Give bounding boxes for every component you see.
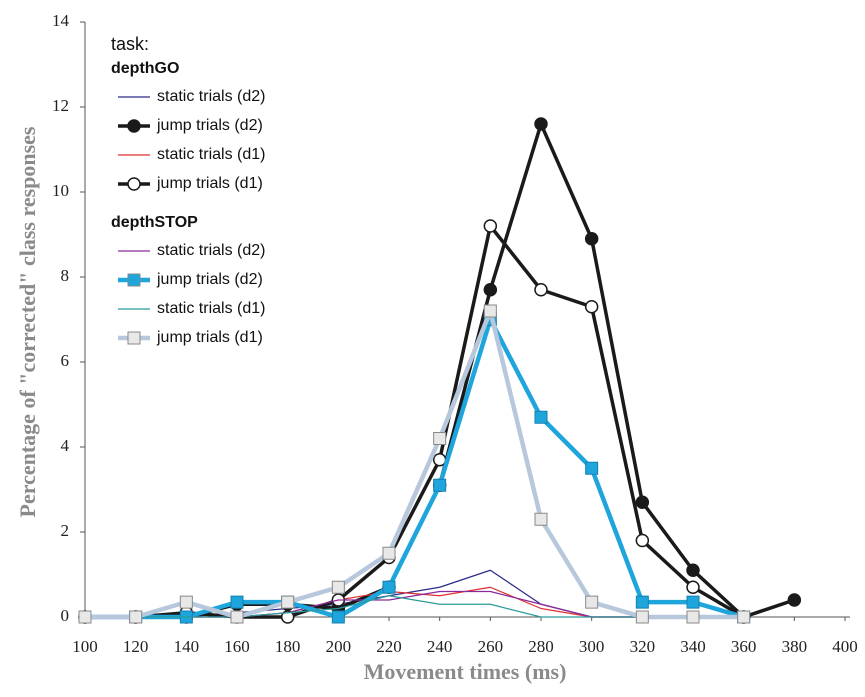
point bbox=[534, 117, 548, 131]
point bbox=[78, 610, 92, 624]
series bbox=[78, 304, 751, 624]
series-line bbox=[85, 122, 795, 619]
point bbox=[584, 232, 599, 246]
point bbox=[382, 546, 396, 560]
legend-label: static trials (d1) bbox=[157, 146, 265, 163]
point bbox=[534, 512, 548, 526]
y-tick-label: 14 bbox=[52, 11, 70, 30]
x-tick-label: 260 bbox=[478, 637, 504, 656]
legend-marker bbox=[127, 331, 141, 345]
y-tick-label: 8 bbox=[61, 266, 70, 285]
point bbox=[230, 610, 244, 624]
legend-marker bbox=[127, 119, 141, 133]
series-line bbox=[85, 317, 745, 620]
legend-label: jump trials (d2) bbox=[156, 271, 263, 288]
y-tick-label: 12 bbox=[52, 96, 69, 115]
y-axis-label: Percentage of "corrected" class response… bbox=[15, 126, 40, 517]
point bbox=[382, 580, 396, 594]
legend-label: static trials (d1) bbox=[157, 300, 265, 317]
point bbox=[686, 595, 700, 609]
series-line bbox=[85, 308, 744, 620]
y-tick-label: 6 bbox=[61, 351, 70, 370]
point bbox=[483, 219, 498, 233]
y-tick-label: 2 bbox=[61, 521, 70, 540]
point bbox=[433, 432, 447, 445]
legend-title: task: bbox=[111, 34, 149, 54]
legend-marker bbox=[127, 177, 141, 191]
x-tick-label: 380 bbox=[782, 637, 808, 656]
point bbox=[483, 304, 497, 318]
point bbox=[534, 283, 548, 297]
legend-label: static trials (d2) bbox=[157, 242, 265, 259]
y-tick-label: 0 bbox=[61, 606, 70, 625]
point bbox=[737, 610, 751, 624]
point bbox=[280, 610, 295, 624]
legend-group: depthGO bbox=[111, 60, 179, 77]
x-tick-label: 240 bbox=[427, 637, 453, 656]
point bbox=[585, 595, 599, 609]
point bbox=[686, 610, 700, 624]
x-tick-label: 100 bbox=[72, 637, 98, 656]
legend-label: jump trials (d1) bbox=[156, 329, 263, 346]
point bbox=[281, 595, 295, 609]
legend-marker bbox=[127, 273, 141, 287]
x-tick-label: 280 bbox=[528, 637, 554, 656]
legend-label: jump trials (d2) bbox=[156, 117, 263, 134]
series bbox=[78, 117, 802, 624]
point bbox=[686, 563, 700, 577]
point bbox=[635, 495, 650, 509]
series bbox=[85, 595, 744, 618]
legend-label: static trials (d2) bbox=[157, 88, 265, 105]
x-tick-label: 140 bbox=[174, 637, 200, 656]
point bbox=[787, 593, 802, 607]
point bbox=[635, 610, 649, 624]
x-tick-label: 340 bbox=[680, 637, 706, 656]
x-tick-label: 120 bbox=[123, 637, 149, 656]
point bbox=[483, 283, 498, 297]
series-line bbox=[85, 595, 744, 618]
legend-label: jump trials (d1) bbox=[156, 175, 263, 192]
point bbox=[635, 595, 649, 609]
x-tick-label: 180 bbox=[275, 637, 301, 656]
legend-group: depthSTOP bbox=[111, 214, 198, 231]
x-tick-label: 220 bbox=[376, 637, 402, 656]
x-tick-label: 360 bbox=[731, 637, 757, 656]
point bbox=[331, 610, 345, 624]
point bbox=[433, 478, 447, 492]
point bbox=[686, 580, 700, 594]
point bbox=[534, 410, 548, 424]
point bbox=[585, 461, 599, 475]
legend: task: depthGO static trials (d2) jump trial… bbox=[111, 34, 265, 346]
point bbox=[584, 300, 599, 314]
point bbox=[179, 595, 193, 609]
y-tick-label: 4 bbox=[61, 436, 70, 455]
point bbox=[635, 533, 650, 548]
y-tick-label: 10 bbox=[52, 181, 69, 200]
point bbox=[230, 595, 244, 609]
x-axis-label: Movement times (ms) bbox=[364, 659, 567, 684]
x-tick-label: 200 bbox=[326, 637, 352, 656]
series bbox=[78, 313, 751, 624]
point bbox=[331, 580, 345, 594]
point bbox=[129, 610, 143, 624]
x-tick-label: 160 bbox=[224, 637, 250, 656]
x-tick-label: 300 bbox=[579, 637, 605, 656]
x-tick-label: 320 bbox=[630, 637, 656, 656]
x-tick-label: 400 bbox=[832, 637, 858, 656]
